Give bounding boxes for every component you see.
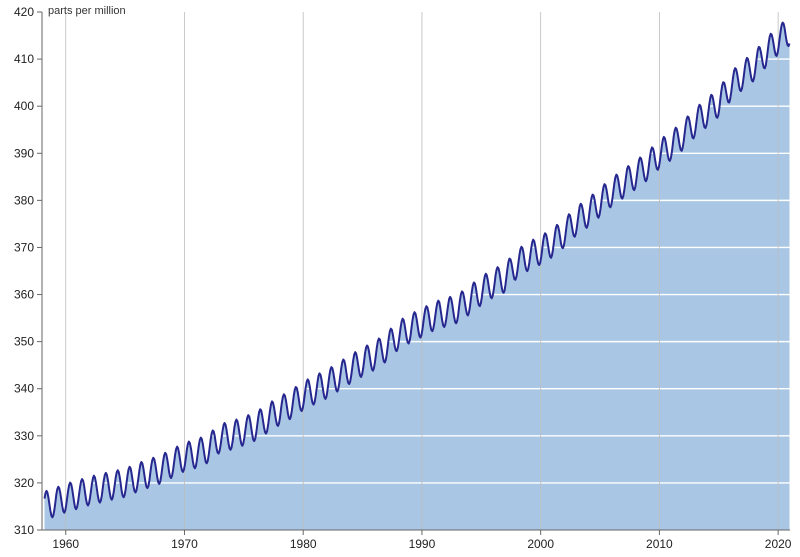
y-tick-label: 410 [14,52,34,66]
y-tick-label: 420 [14,5,34,19]
y-tick-label: 320 [14,476,34,490]
y-tick-label: 310 [14,523,34,537]
x-tick-label: 1970 [171,537,198,551]
y-tick-label: 380 [14,193,34,207]
y-axis-unit-label: parts per million [48,5,126,17]
y-tick-label: 350 [14,335,34,349]
y-tick-label: 370 [14,240,34,254]
y-tick-label: 340 [14,382,34,396]
co2-area-chart: 310 320 330 340 350 360 370 380 390 400 410 420 1960… [0,0,800,557]
x-tick-label: 1990 [409,537,436,551]
x-tick-label: 2020 [765,537,792,551]
y-tick-label: 390 [14,146,34,160]
y-tick-label: 400 [14,99,34,113]
x-tick-label: 1980 [290,537,317,551]
x-tick-label: 1960 [52,537,79,551]
x-tick-label: 2000 [527,537,554,551]
y-tick-label: 330 [14,429,34,443]
y-tick-label: 360 [14,288,34,302]
x-tick-label: 2010 [646,537,673,551]
